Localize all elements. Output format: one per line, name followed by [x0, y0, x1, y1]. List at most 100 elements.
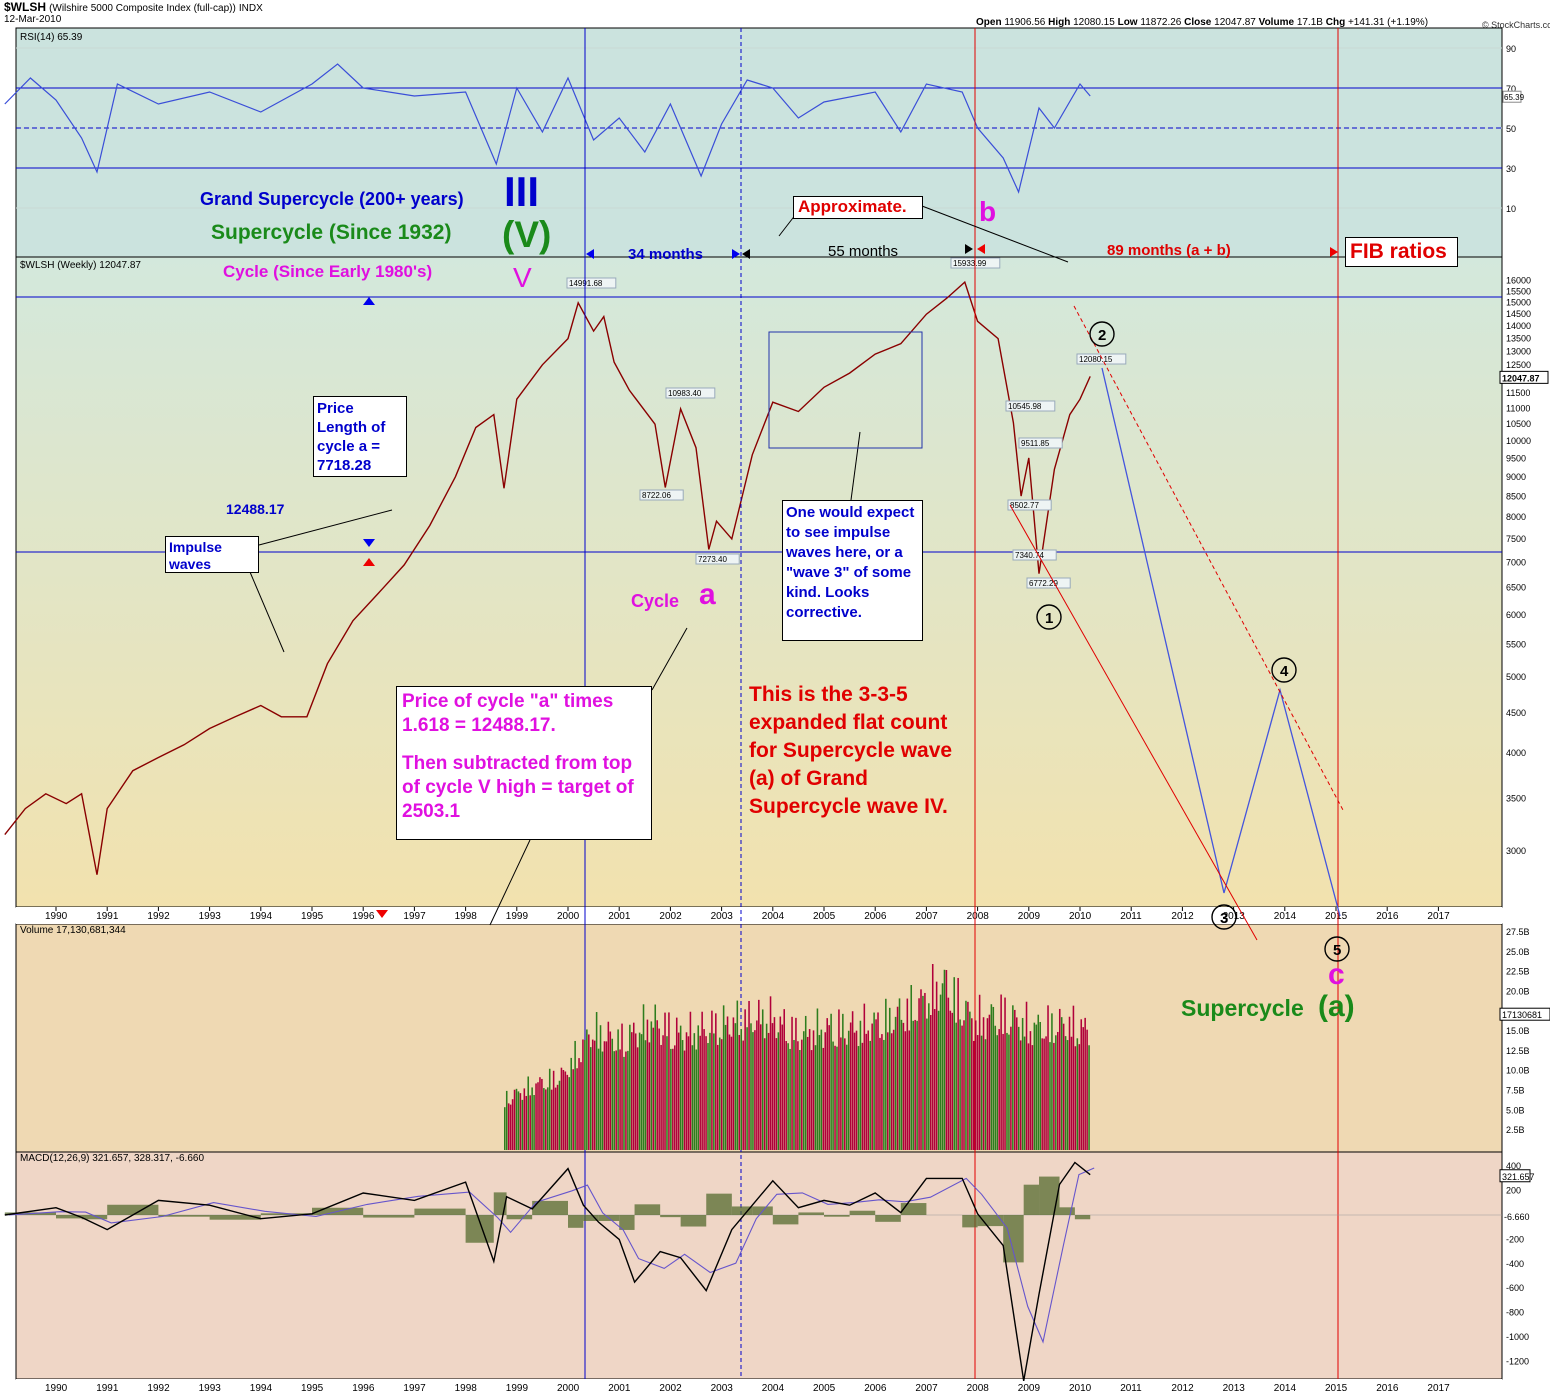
macd-histogram-bar [260, 1213, 312, 1215]
volume-bar [668, 1012, 670, 1150]
volume-bar [642, 1004, 645, 1150]
volume-bar [873, 1012, 875, 1150]
price-legend: $WLSH (Weekly) 12047.87 [20, 260, 141, 271]
volume-bar [773, 1017, 776, 1150]
volume-bar [726, 1016, 729, 1150]
macd-histogram-bar [414, 1208, 466, 1215]
macd-x-tick-label: 1990 [45, 1383, 68, 1394]
volume-bar [990, 1004, 993, 1150]
volume-bar [871, 1023, 873, 1150]
volume-bar [816, 1008, 819, 1150]
volume-bar [623, 1056, 625, 1150]
volume-bar [1029, 1031, 1032, 1150]
price-x-tick-label: 2016 [1376, 911, 1399, 922]
wave-label-a: a [699, 578, 716, 611]
volume-bar [820, 1029, 823, 1150]
volume-bar [824, 1032, 827, 1150]
macd-value-box [1499, 1169, 1531, 1183]
volume-tick-label: 12.5B [1506, 1046, 1530, 1056]
volume-bar [998, 1029, 1000, 1150]
ohlc-readout: Open 11906.56 High 12080.15 Low 11872.26… [976, 17, 1429, 28]
volume-bar [609, 1031, 612, 1150]
price-annotation-box [665, 387, 716, 399]
volume-bar [750, 1023, 752, 1150]
volume-bar [748, 1000, 750, 1150]
price-x-tick-label: 2014 [1274, 911, 1297, 922]
volume-bar [1053, 1042, 1055, 1150]
volume-bar [836, 1046, 838, 1150]
wave-label-supercycle-a: (a) [1318, 990, 1355, 1023]
volume-bar [1008, 1034, 1010, 1150]
volume-bar [930, 1015, 932, 1150]
volume-bar [861, 1042, 864, 1150]
volume-bar [1014, 1009, 1016, 1150]
volume-bar [959, 1019, 961, 1150]
volume-bar [795, 1017, 797, 1150]
volume-bar [742, 1040, 744, 1150]
arrow-up-icon [363, 558, 375, 566]
volume-bar [888, 1007, 891, 1150]
price-x-tick-label: 2005 [813, 911, 836, 922]
macd-line [4, 1161, 1091, 1382]
price-tick-label: 6000 [1506, 610, 1526, 620]
flat-count-note: This is the 3-3-5 expanded flat count fo… [749, 683, 953, 818]
volume-bar [613, 1051, 615, 1150]
price-tick-label: 13000 [1506, 346, 1531, 356]
volume-bar [818, 1035, 821, 1150]
price-x-tick-label: 2015 [1325, 911, 1348, 922]
volume-bar [509, 1104, 512, 1150]
volume-bar [928, 1003, 930, 1150]
volume-bar [687, 1036, 690, 1150]
wave-circle [1036, 604, 1062, 630]
volume-value-box [1499, 1007, 1550, 1021]
volume-bar [914, 1019, 916, 1150]
macd-histogram-bar [568, 1215, 584, 1228]
macd-tick-label: -200 [1506, 1234, 1524, 1244]
volume-bar [560, 1067, 563, 1150]
price-x-tick-label: 2013 [1223, 911, 1246, 922]
volume-tick-label: 27.5B [1506, 927, 1530, 937]
volume-bar [713, 1033, 715, 1150]
price-tick-label: 3500 [1506, 794, 1526, 804]
volume-bar [648, 1042, 651, 1150]
volume-bar [615, 1050, 617, 1150]
volume-bar [701, 1011, 703, 1150]
fib-ratios-box: FIB ratios [1345, 237, 1458, 267]
volume-bar [1070, 1036, 1073, 1150]
volume-bar [912, 1020, 914, 1150]
volume-tick-label: 15.0B [1506, 1026, 1530, 1036]
volume-bar [595, 1012, 598, 1150]
volume-bar [787, 1043, 789, 1150]
volume-bar [599, 1025, 602, 1150]
rsi-value-label: 65.39 [1504, 93, 1525, 102]
volume-bar [877, 1012, 879, 1150]
volume-bar [1055, 1035, 1057, 1150]
volume-bar [898, 998, 901, 1150]
macd-x-tick-label: 1993 [199, 1383, 222, 1394]
price-x-tick-label: 2003 [711, 911, 734, 922]
macd-histogram-bar [849, 1210, 876, 1215]
price-tick-label: 8500 [1506, 491, 1526, 501]
volume-bar [625, 1051, 627, 1150]
volume-bar [849, 1022, 852, 1150]
volume-bar [814, 1045, 817, 1150]
volume-bar [589, 1047, 592, 1150]
volume-bar [658, 1028, 660, 1150]
volume-bar [965, 1000, 967, 1150]
wave-circle-label: 4 [1280, 663, 1289, 680]
macd-x-tick-label: 2009 [1018, 1383, 1041, 1394]
volume-bar [769, 996, 772, 1150]
price-tick-label: 11500 [1506, 388, 1530, 398]
volume-bar [627, 1050, 629, 1150]
volume-bar [986, 1018, 989, 1150]
macd-x-tick-label: 2002 [659, 1383, 682, 1394]
volume-bar [513, 1089, 516, 1150]
volume-bar [810, 1050, 813, 1150]
volume-bar [765, 1023, 768, 1150]
volume-bar [828, 1025, 830, 1150]
volume-bar [855, 1030, 858, 1150]
wave-circle-label: 2 [1098, 327, 1106, 344]
macd-x-tick-label: 1991 [96, 1383, 119, 1394]
price-annotation-label: 10983.40 [668, 389, 702, 398]
price-x-tick-label: 1997 [403, 911, 426, 922]
